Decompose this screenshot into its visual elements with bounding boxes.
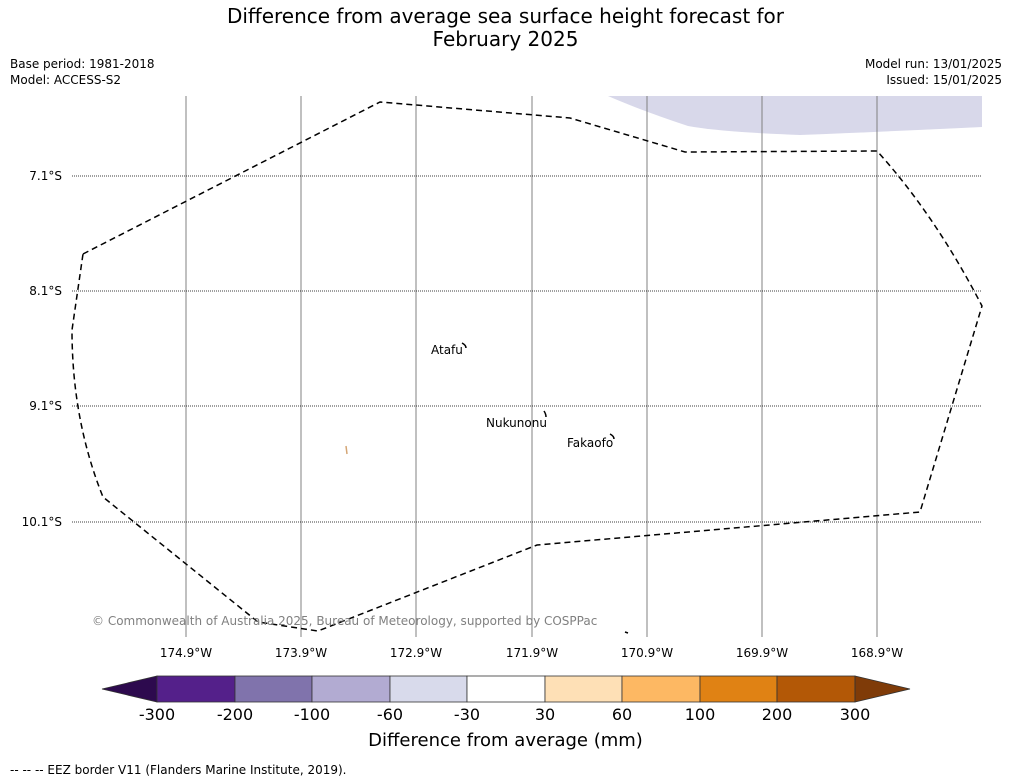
longitude-gridlines bbox=[185, 96, 878, 637]
model-run-text: Model run: 13/01/2025 bbox=[864, 57, 1002, 71]
colorbar-title: Difference from average (mm) bbox=[368, 730, 643, 751]
colorbar bbox=[101, 675, 911, 703]
colorbar-segment bbox=[699, 675, 778, 703]
colorbar-segment bbox=[156, 675, 236, 703]
place-label-fakaofo: Fakaofo bbox=[567, 436, 614, 450]
model-text: Model: ACCESS-S2 bbox=[10, 73, 122, 87]
atoll-fakaofo bbox=[609, 433, 615, 440]
lat-label: 10.1°S bbox=[21, 515, 62, 529]
colorbar-tick-label: -100 bbox=[293, 705, 331, 724]
atoll-atafu bbox=[461, 342, 467, 349]
title-line-1: Difference from average sea surface heig… bbox=[226, 4, 785, 28]
colorbar-segment bbox=[311, 675, 391, 703]
issued-text: Issued: 15/01/2025 bbox=[886, 73, 1002, 87]
copyright-text: © Commonwealth of Australia 2025, Bureau… bbox=[92, 614, 598, 628]
eez-border bbox=[71, 101, 983, 632]
colorbar-tick-label: -60 bbox=[376, 705, 404, 724]
colorbar-segment bbox=[621, 675, 701, 703]
title-line-2: February 2025 bbox=[432, 27, 579, 51]
base-period-text: Base period: 1981-2018 bbox=[10, 57, 155, 71]
lat-label: 9.1°S bbox=[29, 399, 62, 413]
colorbar-tick-label: -300 bbox=[138, 705, 176, 724]
colorbar-tick-label: 100 bbox=[684, 705, 716, 724]
colorbar-tick-label: 200 bbox=[761, 705, 793, 724]
colorbar-segment bbox=[776, 675, 856, 703]
place-label-atafu: Atafu bbox=[431, 343, 463, 357]
place-label-nukunonu: Nukunonu bbox=[486, 416, 547, 430]
atoll-small bbox=[345, 445, 348, 455]
lat-label: 8.1°S bbox=[29, 284, 62, 298]
colorbar-tick-label: 300 bbox=[839, 705, 871, 724]
colorbar-segment bbox=[544, 675, 623, 703]
colorbar-tick-label: 30 bbox=[534, 705, 556, 724]
latitude-gridlines bbox=[72, 175, 982, 523]
colorbar-extend-low bbox=[101, 675, 158, 703]
colorbar-tick-label: -200 bbox=[216, 705, 254, 724]
colorbar-segment bbox=[466, 675, 546, 703]
lon-label: 172.9°W bbox=[389, 646, 443, 660]
lon-label: 168.9°W bbox=[850, 646, 904, 660]
lon-label: 170.9°W bbox=[620, 646, 674, 660]
anomaly-region bbox=[608, 96, 982, 135]
lon-label: 169.9°W bbox=[735, 646, 789, 660]
colorbar-tick-label: -30 bbox=[453, 705, 481, 724]
metadata-right: Model run: 13/01/2025 Issued: 15/01/2025 bbox=[865, 56, 1002, 88]
metadata-left: Base period: 1981-2018 Model: ACCESS-S2 bbox=[10, 56, 155, 88]
lon-label: 174.9°W bbox=[159, 646, 213, 660]
lat-label: 7.1°S bbox=[29, 169, 62, 183]
lon-label: 171.9°W bbox=[505, 646, 559, 660]
atoll-nukunonu bbox=[543, 410, 547, 418]
eez-legend-text: -- -- -- EEZ border V11 (Flanders Marine… bbox=[10, 763, 347, 777]
chart-title: Difference from average sea surface heig… bbox=[0, 5, 1011, 51]
colorbar-tick-label: 60 bbox=[611, 705, 633, 724]
colorbar-extend-high bbox=[854, 675, 911, 703]
lon-label: 173.9°W bbox=[274, 646, 328, 660]
colorbar-segment bbox=[389, 675, 468, 703]
atoll-tiny bbox=[624, 631, 629, 634]
colorbar-segment bbox=[234, 675, 313, 703]
